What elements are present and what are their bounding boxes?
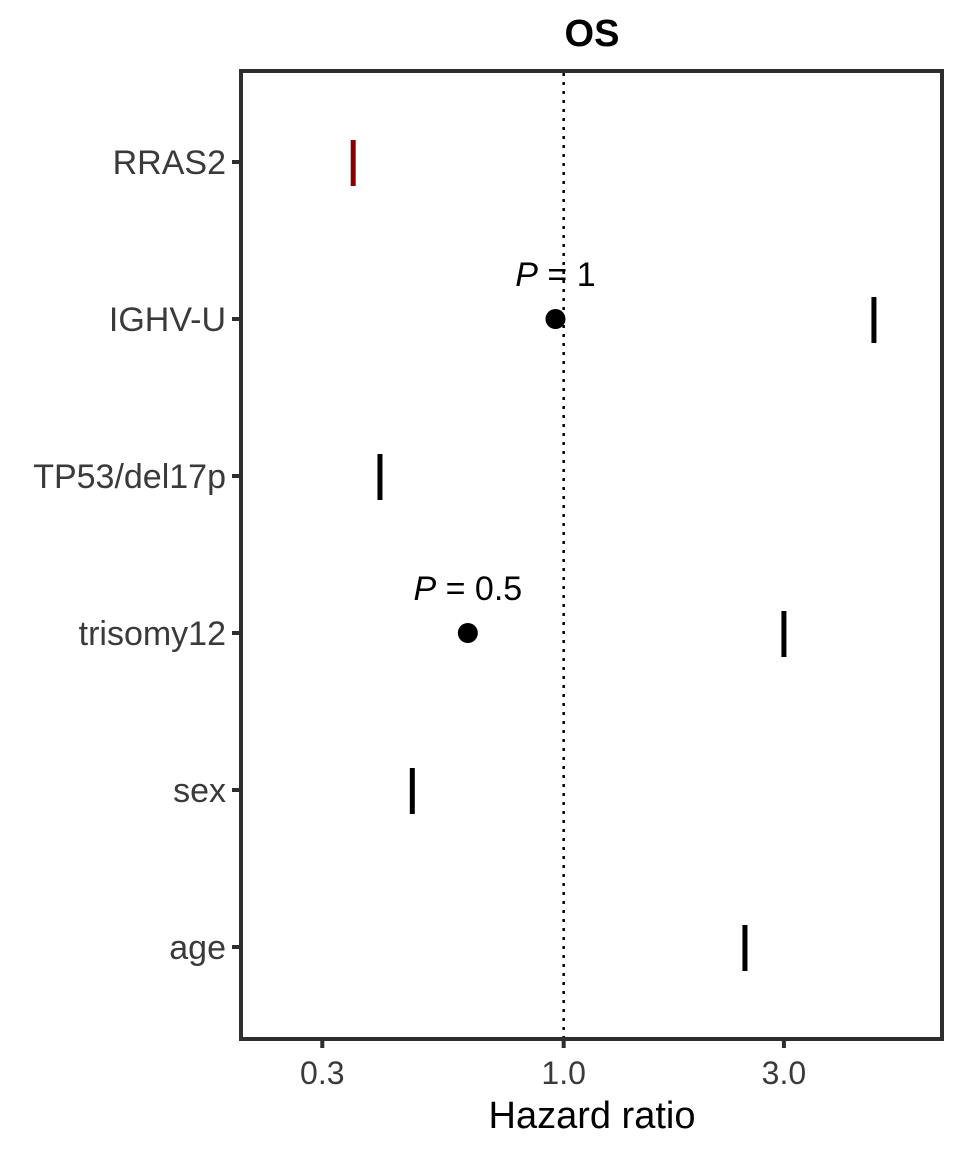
plot-marks: P = 1P = 0.5 <box>350 140 877 971</box>
y-tick-label: TP53/del17p <box>33 458 226 496</box>
hazard-ratio-point <box>457 623 478 643</box>
x-axis: 0.3 1.0 3.0 <box>300 1039 806 1091</box>
y-tick-label: sex <box>173 772 226 810</box>
y-tick-label: IGHV-U <box>109 301 226 339</box>
x-tick-label: 3.0 <box>762 1055 806 1091</box>
y-tick-label: trisomy12 <box>79 615 226 653</box>
x-tick-label: 0.3 <box>300 1055 344 1091</box>
p-value-symbol: P <box>515 256 538 294</box>
p-value-text: = 1 <box>538 256 596 294</box>
y-tick-label: RRAS2 <box>113 144 226 182</box>
x-axis-label: Hazard ratio <box>489 1095 696 1137</box>
p-value-label: P = 1 <box>515 256 595 294</box>
hazard-ratio-point <box>545 309 566 329</box>
plot-panel <box>239 69 944 1041</box>
y-axis: RRAS2 IGHV-U TP53/del17p trisomy12 sex age <box>33 144 241 967</box>
x-tick-label: 1.0 <box>541 1055 585 1091</box>
p-value-symbol: P <box>413 570 436 608</box>
y-tick-label: age <box>169 929 226 967</box>
chart-title: OS <box>565 13 620 55</box>
p-value-text: = 0.5 <box>436 570 522 608</box>
p-value-label: P = 0.5 <box>413 570 522 608</box>
